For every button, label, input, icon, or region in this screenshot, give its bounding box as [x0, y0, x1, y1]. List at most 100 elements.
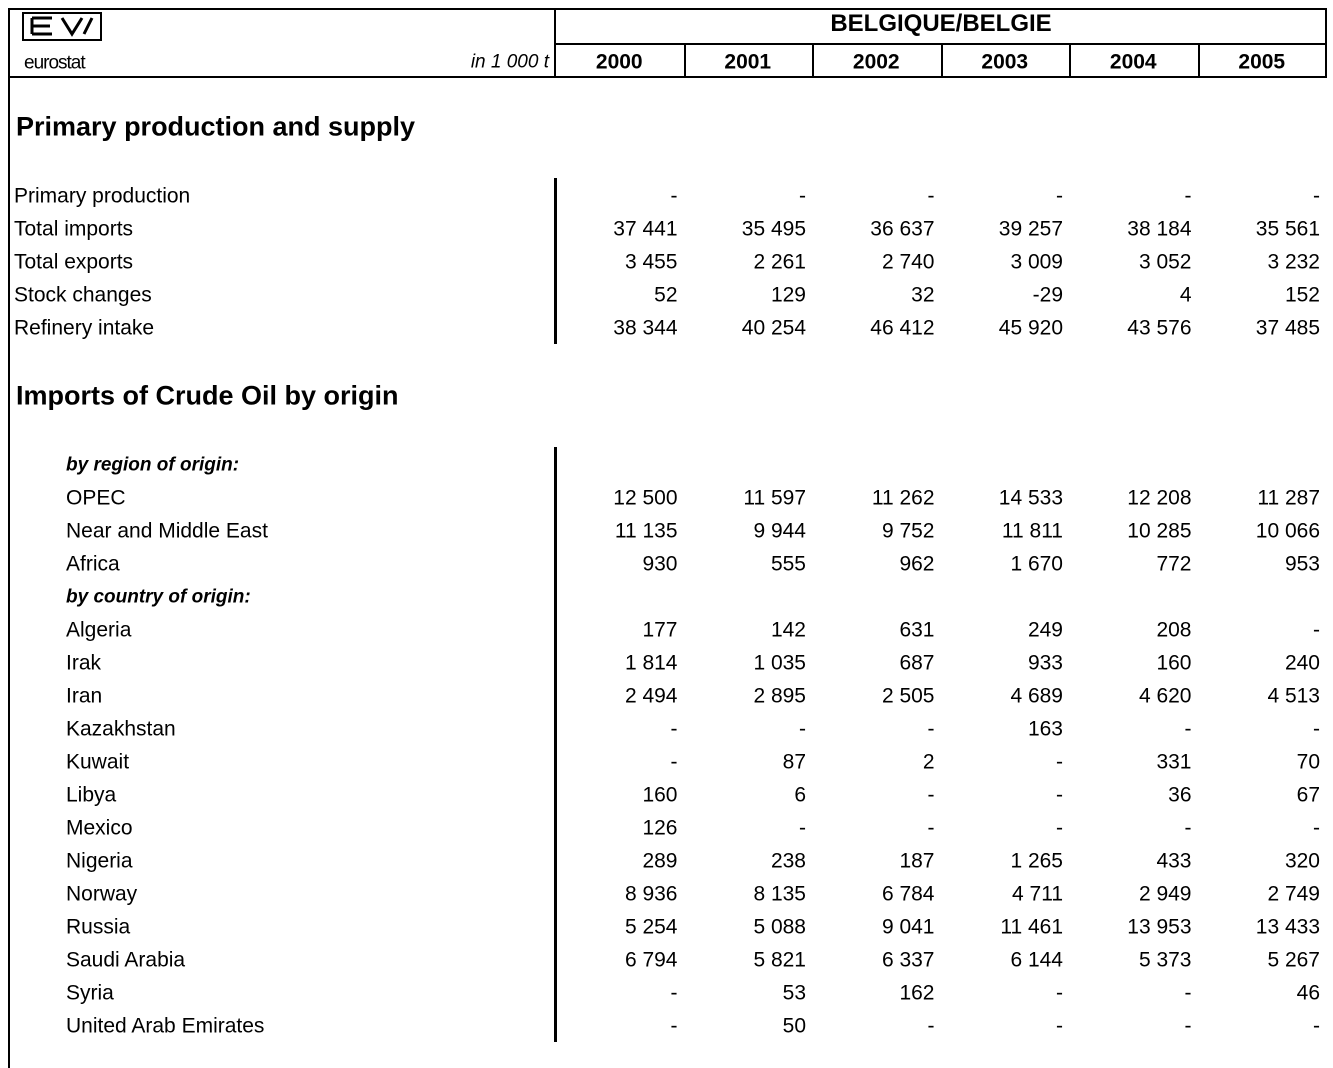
cell: 162 [899, 981, 935, 1005]
cell: 39 257 [998, 217, 1063, 241]
cell: - [1313, 618, 1320, 642]
row-label: Russia [66, 915, 131, 939]
column-divider [812, 44, 814, 78]
row-label: Algeria [66, 618, 132, 642]
cell: 2 895 [753, 684, 806, 708]
cell: - [1184, 1014, 1192, 1038]
logo-text: eurostat [24, 52, 86, 74]
cell: 160 [1156, 651, 1192, 675]
cell: 933 [1027, 651, 1063, 675]
cell: 35 561 [1255, 217, 1320, 241]
subheading: by region of origin: [66, 454, 240, 476]
cell: - [1056, 981, 1063, 1005]
cell: 8 135 [753, 882, 806, 906]
cell: - [1056, 783, 1063, 807]
row-label: OPEC [66, 486, 126, 510]
cell: 13 953 [1127, 915, 1192, 939]
cell: 1 035 [753, 651, 806, 675]
cell: 11 811 [1001, 519, 1063, 543]
year: 2003 [981, 50, 1029, 74]
cell: 4 620 [1138, 684, 1192, 708]
cell: 11 461 [1000, 915, 1063, 939]
cell: 4 689 [1010, 684, 1063, 708]
section-title: Primary production and supply [16, 111, 416, 142]
row-label: Irak [66, 651, 102, 675]
cell: - [1184, 717, 1192, 741]
cell: 6 [794, 783, 806, 807]
cell: 3 232 [1267, 250, 1320, 274]
cell: 4 513 [1267, 684, 1320, 708]
row-label: Primary production [14, 184, 191, 208]
cell: 129 [770, 283, 806, 307]
cell: 4 711 [1012, 882, 1063, 906]
cell: 1 265 [1010, 849, 1063, 873]
cell: 87 [782, 750, 806, 774]
row-label: Syria [66, 981, 114, 1005]
cell: 11 287 [1257, 486, 1320, 510]
cell: 5 254 [624, 915, 678, 939]
cell: 6 144 [1010, 948, 1063, 972]
cell: 433 [1156, 849, 1192, 873]
row-label: United Arab Emirates [66, 1014, 265, 1038]
cell: - [670, 981, 678, 1005]
cell: 40 254 [741, 316, 806, 340]
cell: - [1313, 816, 1320, 840]
cell: 46 412 [870, 316, 935, 340]
cell: - [799, 816, 806, 840]
cell: 43 576 [1127, 316, 1192, 340]
cell: - [799, 717, 806, 741]
cell: - [1184, 816, 1192, 840]
cell: - [1313, 717, 1320, 741]
cell: 6 337 [881, 948, 935, 972]
cell: 320 [1284, 849, 1320, 873]
divider [554, 178, 557, 344]
year: 2001 [724, 50, 772, 74]
cell: 2 261 [753, 250, 806, 274]
cell: 52 [654, 283, 678, 307]
cell: 8 936 [624, 882, 678, 906]
cell: 772 [1156, 552, 1192, 576]
logo [22, 12, 102, 41]
cell: 9 041 [881, 915, 935, 939]
row-label: Norway [66, 882, 138, 906]
cell: - [1056, 1014, 1063, 1038]
cell: 35 495 [741, 217, 806, 241]
cell: 126 [642, 816, 678, 840]
cell: 187 [899, 849, 935, 873]
cell: - [1313, 1014, 1320, 1038]
cell: - [927, 816, 935, 840]
cell: 177 [642, 618, 678, 642]
cell: 70 [1296, 750, 1320, 774]
cell: 687 [899, 651, 935, 675]
cell: 289 [642, 849, 678, 873]
cell: - [1313, 184, 1320, 208]
country: BELGIQUE/BELGIE [830, 10, 1052, 37]
cell: 240 [1284, 651, 1320, 675]
border [554, 8, 556, 78]
cell: 3 009 [1010, 250, 1063, 274]
unit: in 1 000 t [470, 51, 549, 73]
cell: 6 784 [881, 882, 935, 906]
cell: - [670, 1014, 678, 1038]
cell: 13 433 [1255, 915, 1320, 939]
cell: - [927, 783, 935, 807]
row-label: Iran [66, 684, 103, 708]
cell: - [927, 1014, 935, 1038]
cell: 12 500 [613, 486, 678, 510]
border [8, 8, 1327, 10]
cell: - [1056, 816, 1063, 840]
column-divider [1069, 44, 1071, 78]
row-label: Nigeria [66, 849, 133, 873]
cell: 331 [1156, 750, 1192, 774]
cell: 11 135 [614, 519, 678, 543]
cell: - [1056, 750, 1063, 774]
year: 2002 [852, 50, 900, 74]
cell: 32 [911, 283, 935, 307]
cell: - [1184, 184, 1192, 208]
cell: - [799, 184, 806, 208]
cell: 953 [1284, 552, 1320, 576]
cell: - [670, 184, 678, 208]
cell: - [1056, 184, 1063, 208]
cell: 53 [782, 981, 806, 1005]
